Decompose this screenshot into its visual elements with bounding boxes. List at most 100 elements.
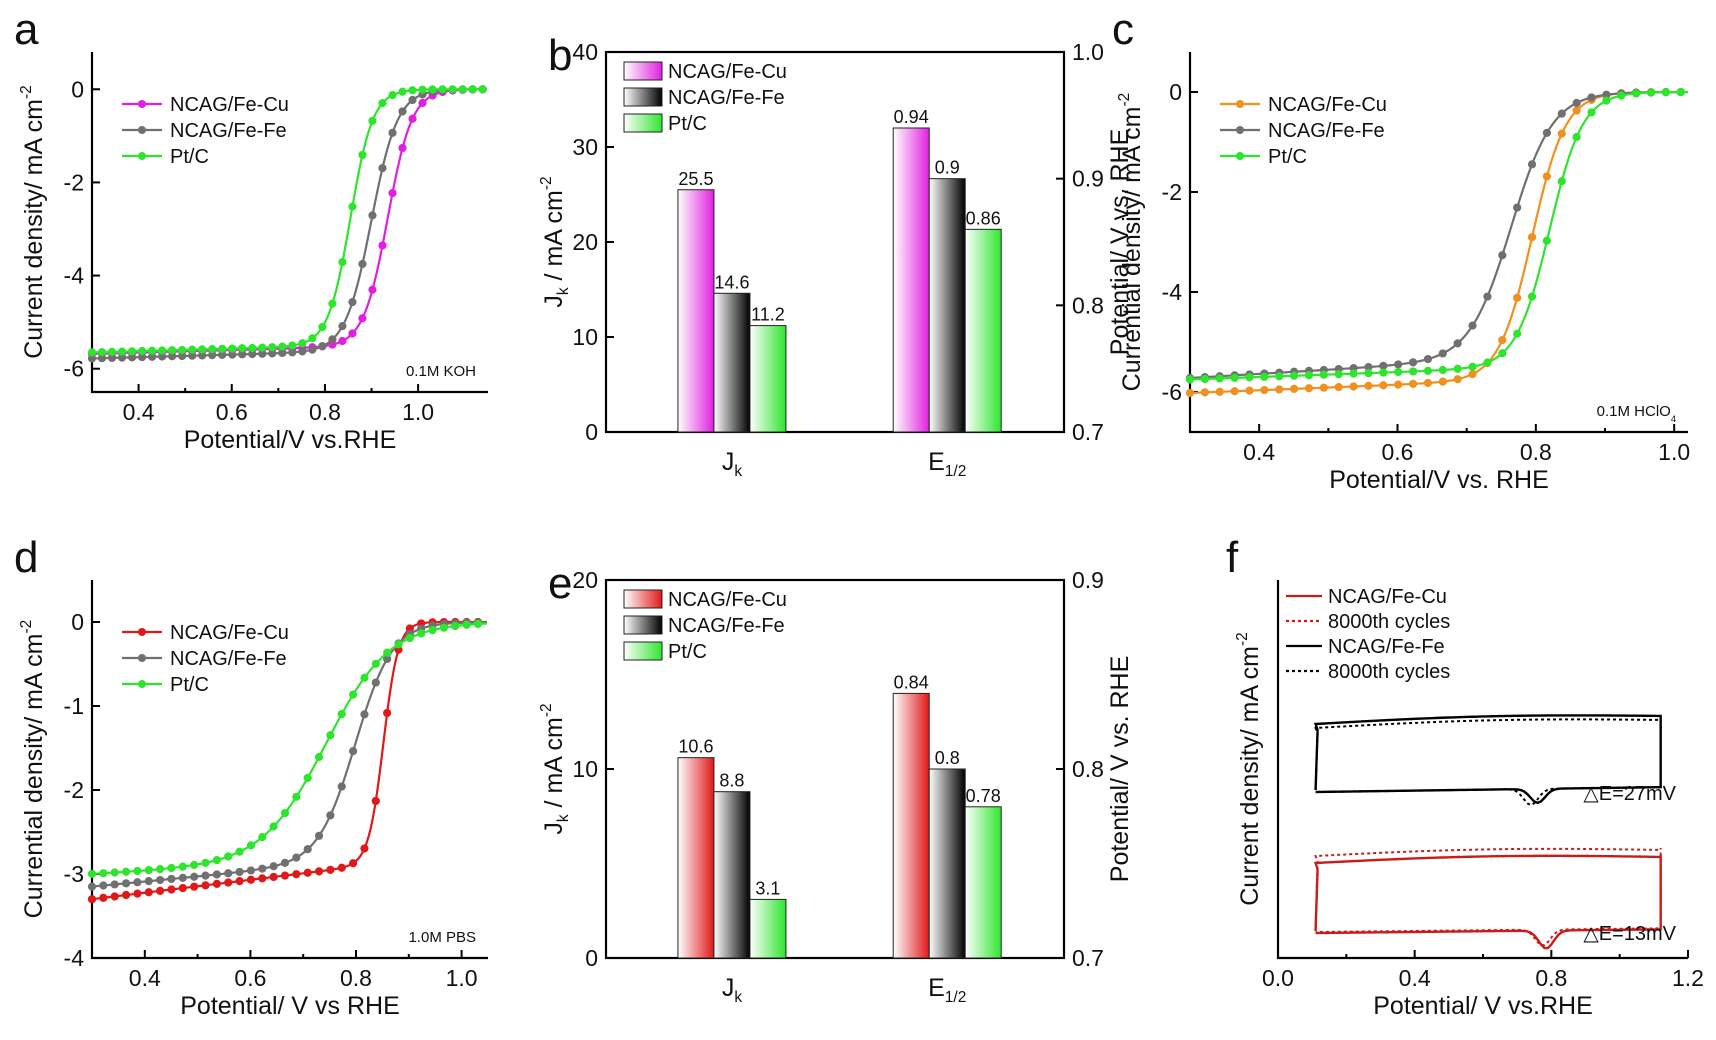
y-axis-label-part: -2: [1116, 93, 1133, 107]
panel-tag: a: [14, 5, 39, 54]
series-point: [314, 831, 324, 840]
bar-value-label: 8.8: [719, 771, 744, 791]
cv-cu-initial: [1313, 854, 1662, 950]
y-tick-label: -4: [64, 263, 85, 289]
bar: [713, 292, 751, 433]
series-point: [144, 888, 153, 897]
series-point: [1349, 369, 1358, 378]
y-right-tick-label: 0.9: [1072, 567, 1104, 593]
series-point: [338, 322, 347, 331]
series-point: [167, 885, 176, 894]
series-point: [468, 85, 477, 94]
series-point: [235, 877, 244, 886]
series-point: [358, 314, 367, 323]
series-point: [328, 335, 337, 344]
y-axis-label: Currential density/ mA cm-2: [1116, 93, 1146, 392]
series-point: [1349, 382, 1358, 391]
y-right-tick-label: 0.8: [1072, 756, 1104, 782]
series-point: [348, 859, 358, 868]
series-point: [1394, 360, 1403, 369]
series-point: [1542, 128, 1552, 137]
delta-e-annotation: △E=13mV: [1583, 923, 1676, 945]
series-point: [144, 877, 153, 886]
bar-value-label: 0.78: [966, 786, 1001, 806]
panel-f: 0.0 0.4 0.8 1.2 Potential/ V vs.RHE Current d…: [1226, 533, 1704, 1020]
series-point: [208, 345, 217, 354]
series-point: [405, 633, 414, 643]
bar-value-label: 3.1: [755, 878, 780, 898]
y-left-tick-label: 10: [572, 324, 598, 350]
series-point: [1215, 374, 1224, 383]
bar-value-label: 0.9: [935, 158, 960, 178]
y-left-tick-label: 20: [572, 567, 598, 593]
legend-label: 8000th cycles: [1328, 611, 1450, 633]
bar: [892, 692, 930, 959]
series-point: [318, 342, 327, 351]
y-left-tick-label: 40: [572, 39, 598, 65]
series-point: [110, 868, 119, 877]
legend-swatch: [623, 615, 663, 635]
series-point: [360, 710, 369, 719]
y-right-tick-label: 1.0: [1072, 39, 1104, 65]
legend-label: NCAG/Fe-Fe: [170, 648, 287, 670]
axis-frame: [90, 580, 488, 960]
series-point: [167, 874, 176, 884]
series-point: [280, 871, 290, 880]
panel-tag: b: [548, 31, 572, 80]
x-tick-label: 1.2: [1672, 965, 1704, 991]
series-point: [178, 883, 187, 893]
series-point: [107, 347, 117, 356]
series-point: [360, 844, 369, 853]
y-tick-label: -2: [64, 777, 84, 803]
series-point: [1483, 358, 1492, 367]
legend-label: Pt/C: [170, 674, 209, 696]
series-point: [280, 858, 290, 867]
y-tick-label: -2: [1162, 179, 1182, 205]
condition-annotation: 1.0M PBS: [408, 929, 476, 946]
series-point: [1319, 383, 1328, 392]
series-point: [212, 855, 221, 865]
series-point: [360, 673, 369, 682]
y-axis-label-part: -2: [18, 85, 35, 99]
bar: [964, 806, 1002, 959]
series-point: [99, 869, 108, 878]
series-point: [246, 841, 256, 850]
series-point: [1498, 251, 1507, 260]
series-point: [1557, 129, 1566, 138]
series-point: [308, 334, 317, 343]
x-category-label: Jk: [722, 974, 743, 1006]
series-point: [348, 297, 357, 307]
x-axis-label: Potential/ V vs RHE: [180, 992, 400, 1020]
series-point: [269, 862, 278, 871]
series-point: [137, 346, 147, 356]
series-point: [156, 865, 165, 874]
series-point: [1438, 377, 1447, 386]
x-tick-label: 1.0: [402, 399, 434, 425]
series-point: [212, 870, 221, 879]
series-point: [328, 299, 337, 308]
series-point: [1304, 384, 1314, 393]
legend-label: NCAG/Fe-Fe: [1328, 636, 1445, 658]
series-point: [167, 863, 176, 873]
legend-swatch: [623, 589, 663, 609]
bar: [713, 791, 751, 959]
axis-frame: [90, 52, 488, 394]
series-point: [99, 893, 108, 902]
series-point: [1527, 233, 1537, 242]
series-point: [269, 822, 278, 831]
series-point: [368, 116, 377, 125]
series-point: [147, 346, 157, 355]
series-point: [1438, 349, 1447, 358]
panel-a: 0.4 0.6 0.8 1.0 0 -2 -4 -6 Potential/V vs.RHE Cur…: [14, 5, 488, 454]
series-point: [1230, 373, 1239, 383]
series-point: [298, 347, 307, 356]
legend-label: NCAG/Fe-Fe: [668, 615, 785, 637]
condition-annotation-part: 0.1M HClO: [1597, 403, 1671, 420]
series-point: [1379, 381, 1388, 390]
x-tick-label: 0.4: [1243, 439, 1275, 465]
series-point: [224, 878, 233, 887]
series-point: [303, 773, 312, 782]
legend-marker: [138, 126, 146, 134]
x-category-label-part: J: [722, 974, 735, 1002]
series-point: [1661, 88, 1670, 97]
